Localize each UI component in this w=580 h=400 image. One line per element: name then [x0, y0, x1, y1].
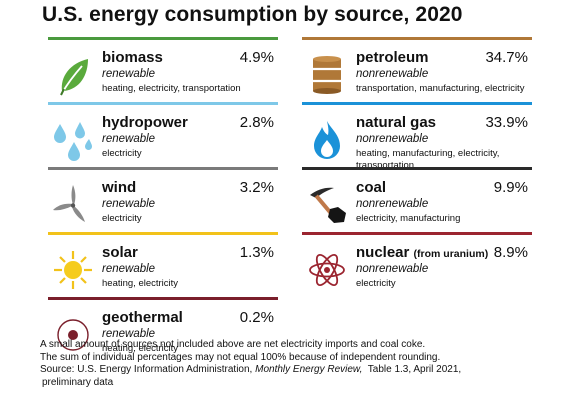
source-note: Source: U.S. Energy Information Administ… [40, 364, 570, 377]
footnotes: A small amount of sources not included a… [40, 339, 570, 389]
source-name-text: biomass [102, 49, 163, 66]
source-type-hydropower: renewable [102, 133, 156, 145]
source-uses-natural-gas: heating, manufacturing, electricity, tra… [356, 148, 500, 171]
footnote-2: The sum of individual percentages may no… [40, 351, 441, 363]
footnote-1: A small amount of sources not included a… [40, 339, 426, 350]
source-row-hydropower: hydropower 2.8% renewable electricity [48, 102, 278, 167]
source-type-geothermal: renewable [102, 328, 156, 340]
source-percent-petroleum: 34.7% [485, 49, 528, 66]
source-name-natural-gas: natural gas [356, 114, 436, 131]
source-row-nuclear: nuclear (from uranium) 8.9% nonrenewable el… [302, 232, 532, 297]
source-uses-wind: electricity [102, 213, 142, 224]
source-name-solar: solar [102, 244, 138, 261]
source-publication: Monthly Energy Review, [255, 364, 363, 375]
source-type-solar: renewable [102, 263, 156, 275]
atom-icon [304, 248, 350, 292]
source-prefix: Source: U.S. Energy Information Administ… [40, 364, 256, 375]
wind-turbine-icon [50, 183, 96, 227]
source-row-solar: solar 1.3% renewable heating, electricity [48, 232, 278, 297]
source-note-2: preliminary data [42, 376, 114, 388]
source-type-petroleum: nonrenewable [356, 68, 429, 80]
source-percent-coal: 9.9% [493, 179, 528, 196]
source-percent-wind: 3.2% [239, 179, 274, 196]
geothermal-icon [50, 313, 96, 357]
source-row-wind: wind 3.2% renewable electricity [48, 167, 278, 232]
source-suffix: Table 1.3, April 2021, [362, 364, 462, 375]
sun-icon [50, 248, 96, 292]
leaf-icon [50, 53, 96, 97]
source-row-petroleum: petroleum 34.7% nonrenewable transportation… [302, 37, 532, 102]
source-name-suffix: (from uranium) [413, 248, 489, 260]
source-name-text: petroleum [356, 49, 429, 66]
source-uses-solar: heating, electricity [102, 278, 179, 289]
source-uses-nuclear: electricity [356, 278, 396, 289]
source-percent-natural-gas: 33.9% [485, 114, 528, 131]
source-name-biomass: biomass [102, 49, 163, 66]
source-name-nuclear: nuclear (from uranium) [356, 244, 488, 261]
source-uses-petroleum: transportation, manufacturing, electrici… [356, 83, 525, 94]
renewable-column: biomass 4.9% renewable heating, electricity… [48, 37, 278, 362]
gas-flame-icon [304, 118, 350, 162]
source-uses-geothermal: heating, electricity [102, 343, 179, 354]
oil-barrel-icon [304, 53, 350, 97]
source-row-coal: coal 9.9% nonrenewable electricity, manufac… [302, 167, 532, 232]
source-name-text: nuclear [356, 244, 410, 261]
source-percent-geothermal: 0.2% [239, 309, 274, 326]
source-type-natural-gas: nonrenewable [356, 133, 429, 145]
source-name-coal: coal [356, 179, 386, 196]
source-name-hydropower: hydropower [102, 114, 188, 131]
source-name-text: natural gas [356, 114, 437, 131]
water-drops-icon [50, 118, 96, 162]
source-name-petroleum: petroleum [356, 49, 429, 66]
source-uses-biomass: heating, electricity, transportation [102, 83, 241, 94]
source-row-natural-gas: natural gas 33.9% nonrenewable heating, man… [302, 102, 532, 171]
source-type-wind: renewable [102, 198, 156, 210]
source-type-nuclear: nonrenewable [356, 263, 429, 275]
coal-pickaxe-icon [304, 183, 350, 227]
source-row-biomass: biomass 4.9% renewable heating, electricity… [48, 37, 278, 102]
source-name-text: solar [102, 244, 138, 261]
source-percent-solar: 1.3% [239, 244, 274, 261]
source-percent-nuclear: 8.9% [493, 244, 528, 261]
source-uses-coal: electricity, manufacturing [356, 213, 461, 224]
source-name-geothermal: geothermal [102, 309, 183, 326]
source-type-biomass: renewable [102, 68, 156, 80]
source-uses-hydropower: electricity [102, 148, 142, 159]
source-row-geothermal: geothermal 0.2% renewable heating, electric… [48, 297, 278, 362]
source-name-wind: wind [102, 179, 136, 196]
source-name-text: hydropower [102, 114, 188, 131]
source-name-text: coal [356, 179, 387, 196]
source-percent-biomass: 4.9% [239, 49, 274, 66]
chart-title: U.S. energy consumption by source, 2020 [42, 3, 463, 26]
source-type-coal: nonrenewable [356, 198, 429, 210]
source-name-text: geothermal [102, 309, 183, 326]
nonrenewable-column: petroleum 34.7% nonrenewable transportation… [302, 37, 532, 297]
source-percent-hydropower: 2.8% [239, 114, 274, 131]
source-name-text: wind [102, 179, 137, 196]
